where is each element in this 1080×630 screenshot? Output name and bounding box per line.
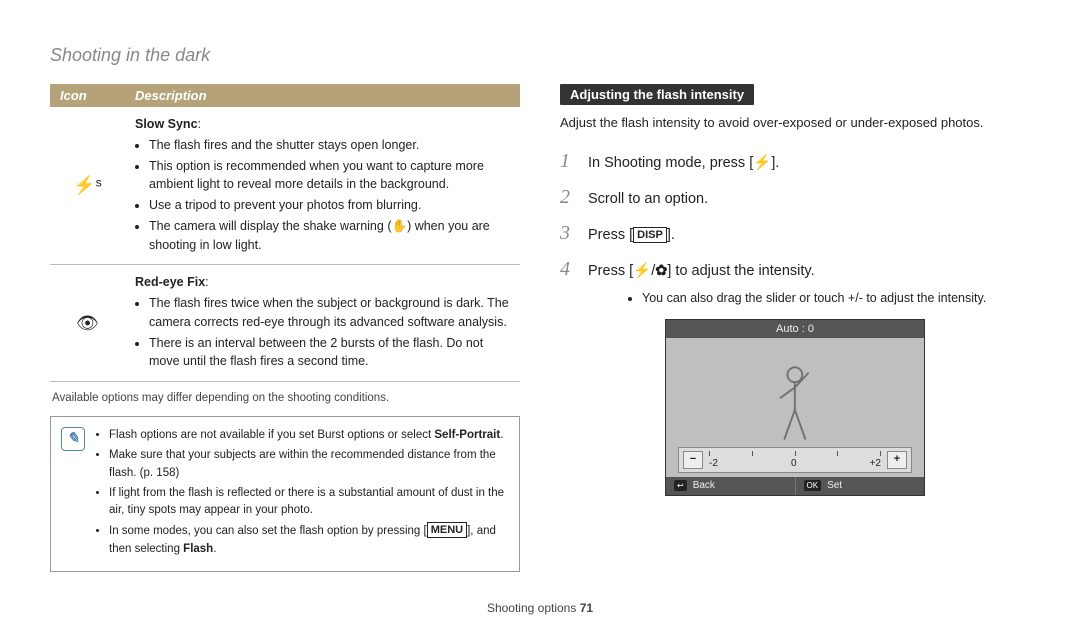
lcd-title: Auto : 0 bbox=[666, 320, 924, 338]
note-icon: ✎ bbox=[61, 427, 85, 451]
ss-b4: The camera will display the shake warnin… bbox=[149, 217, 510, 255]
page-footer: Shooting options 71 bbox=[0, 601, 1080, 615]
re-b1: The flash fires twice when the subject o… bbox=[149, 294, 510, 332]
step4: Press [⚡/✿] to adjust the intensity. bbox=[588, 261, 815, 281]
slow-sync-name: Slow Sync bbox=[135, 117, 198, 131]
menu-button-label: MENU bbox=[427, 522, 467, 538]
step1: In Shooting mode, press [⚡]. bbox=[588, 153, 779, 173]
step2: Scroll to an option. bbox=[588, 189, 708, 209]
th-desc: Description bbox=[125, 84, 520, 107]
note-box: ✎ Flash options are not available if you… bbox=[50, 416, 520, 572]
redeye-icon: 👁 bbox=[50, 265, 125, 382]
set-softkey[interactable]: OKSet bbox=[796, 477, 925, 495]
ss-b1: The flash fires and the shutter stays op… bbox=[149, 136, 510, 155]
flash-modes-table: IconDescription ⚡ˢ Slow Sync: The flash … bbox=[50, 84, 520, 382]
redeye-name: Red-eye Fix bbox=[135, 275, 205, 289]
step3: Press [DISP]. bbox=[588, 225, 675, 245]
section-badge: Adjusting the flash intensity bbox=[560, 84, 754, 105]
lcd-preview: Auto : 0 − -20+2 + ↩Back OKSet bbox=[665, 319, 925, 496]
re-b2: There is an interval between the 2 burst… bbox=[149, 334, 510, 372]
minus-button[interactable]: − bbox=[683, 451, 703, 469]
options-caveat: Available options may differ depending o… bbox=[52, 392, 518, 404]
plus-button[interactable]: + bbox=[887, 451, 907, 469]
intro-text: Adjust the flash intensity to avoid over… bbox=[560, 113, 1030, 133]
th-icon: Icon bbox=[50, 84, 125, 107]
page-title: Shooting in the dark bbox=[50, 45, 1030, 66]
intensity-slider[interactable]: − -20+2 + bbox=[678, 447, 912, 473]
back-softkey[interactable]: ↩Back bbox=[666, 477, 796, 495]
step4-sub: You can also drag the slider or touch +/… bbox=[642, 291, 1030, 305]
ss-b3: Use a tripod to prevent your photos from… bbox=[149, 196, 510, 215]
ss-b2: This option is recommended when you want… bbox=[149, 157, 510, 195]
slow-sync-icon: ⚡ˢ bbox=[50, 107, 125, 265]
